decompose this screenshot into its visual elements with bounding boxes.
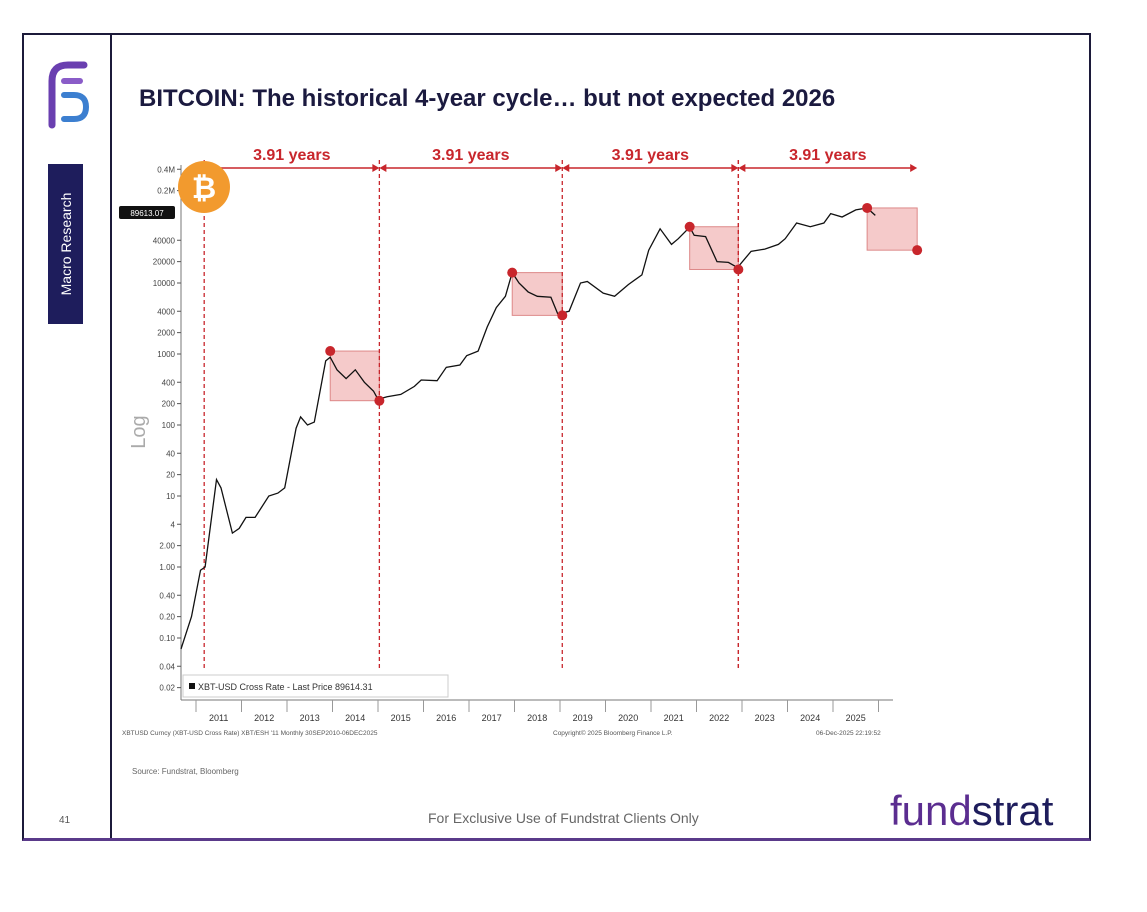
y-tick-label: 1000 [157,350,175,359]
cycle-trough-dot [733,264,744,275]
arrow-head-left-icon [379,164,387,172]
y-tick-label: 20000 [153,258,176,267]
arrow-head-right-icon [372,164,380,172]
cycle-peak-dot [325,346,336,357]
drawdown-box [511,272,563,316]
arrow-head-right-icon [910,164,918,172]
timestamp: 06-Dec-2025 22:19:52 [816,730,881,737]
left-sidebar: Macro Research 41 [24,35,112,838]
footer-disclaimer: For Exclusive Use of Fundstrat Clients O… [428,810,699,826]
x-tick-label: 2012 [254,713,274,723]
y-tick-label: 200 [162,400,176,409]
cycle-trough-dot [374,395,385,406]
y-tick-label: 400 [162,378,176,387]
cycle-peak-dot [862,202,873,213]
fundstrat-logo-icon [48,61,90,129]
arrow-head-left-icon [738,164,746,172]
cycle-duration-label: 3.91 years [432,147,510,164]
y-axis-label: Log [128,415,150,448]
cycle-duration-label: 3.91 years [789,147,867,164]
cycle-trough-dot [912,245,923,256]
x-tick-label: 2019 [573,713,593,723]
x-tick-label: 2014 [345,713,365,723]
brand-part2: strat [971,787,1054,834]
y-tick-label: 10000 [153,279,176,288]
x-tick-label: 2024 [800,713,820,723]
section-label: Macro Research [48,164,83,324]
x-tick-label: 2022 [709,713,729,723]
y-tick-label: 0.02 [159,684,175,693]
brand-logo: fundstrat [890,787,1053,835]
y-tick-label: 20 [166,471,175,480]
y-tick-label: 0.10 [159,634,175,643]
slide-title: BITCOIN: The historical 4-year cycle… bu… [139,85,836,112]
y-tick-label: 0.40 [159,591,175,600]
cycle-trough-dot [557,310,568,321]
x-tick-label: 2020 [618,713,638,723]
x-tick-label: 2021 [664,713,684,723]
page-number: 41 [59,815,71,826]
bitcoin-logo-icon: ₿ [178,161,230,213]
arrow-head-right-icon [555,164,563,172]
y-tick-label: 40000 [153,236,176,245]
y-tick-label: 0.2M [157,187,175,196]
y-tick-label: 10 [166,492,175,501]
y-tick-label: 4000 [157,307,175,316]
y-tick-label: 4 [171,520,176,529]
drawdown-box [689,226,739,270]
y-tick-label: 100 [162,421,176,430]
cycle-peak-dot [507,267,518,278]
y-tick-label: 1.00 [159,563,175,572]
svg-text:₿: ₿ [192,172,216,205]
last-price-tag: 89613.07 [119,206,175,219]
legend-text: XBT-USD Cross Rate - Last Price 89614.31 [198,682,373,692]
source-note: Source: Fundstrat, Bloomberg [132,767,239,776]
last-price-value: 89613.07 [130,209,164,218]
x-tick-label: 2023 [755,713,775,723]
x-tick-label: 2013 [300,713,320,723]
y-tick-label: 0.04 [159,662,175,671]
x-tick-label: 2011 [209,713,228,723]
x-tick-label: 2025 [846,713,866,723]
x-tick-label: 2017 [482,713,502,723]
y-tick-label: 0.4M [157,165,175,174]
cycle-peak-dot [684,221,695,232]
arrow-head-left-icon [562,164,570,172]
x-tick-label: 2018 [527,713,547,723]
x-tick-label: 2016 [436,713,456,723]
cycle-duration-label: 3.91 years [612,147,690,164]
drawdown-box [329,350,380,402]
arrow-head-right-icon [731,164,739,172]
y-tick-label: 2000 [157,329,175,338]
legend: XBT-USD Cross Rate - Last Price 89614.31 [182,674,449,698]
cycle-duration-label: 3.91 years [253,147,331,164]
y-tick-label: 40 [166,449,175,458]
brand-part1: fund [890,787,972,834]
x-tick-label: 2015 [391,713,411,723]
copyright-text: Copyright© 2025 Bloomberg Finance L.P. [553,729,673,737]
bloomberg-ticker: XBTUSD Curncy (XBT-USD Cross Rate) XBT/E… [122,730,378,737]
y-tick-label: 0.20 [159,613,175,622]
y-tick-label: 2.00 [159,542,175,551]
